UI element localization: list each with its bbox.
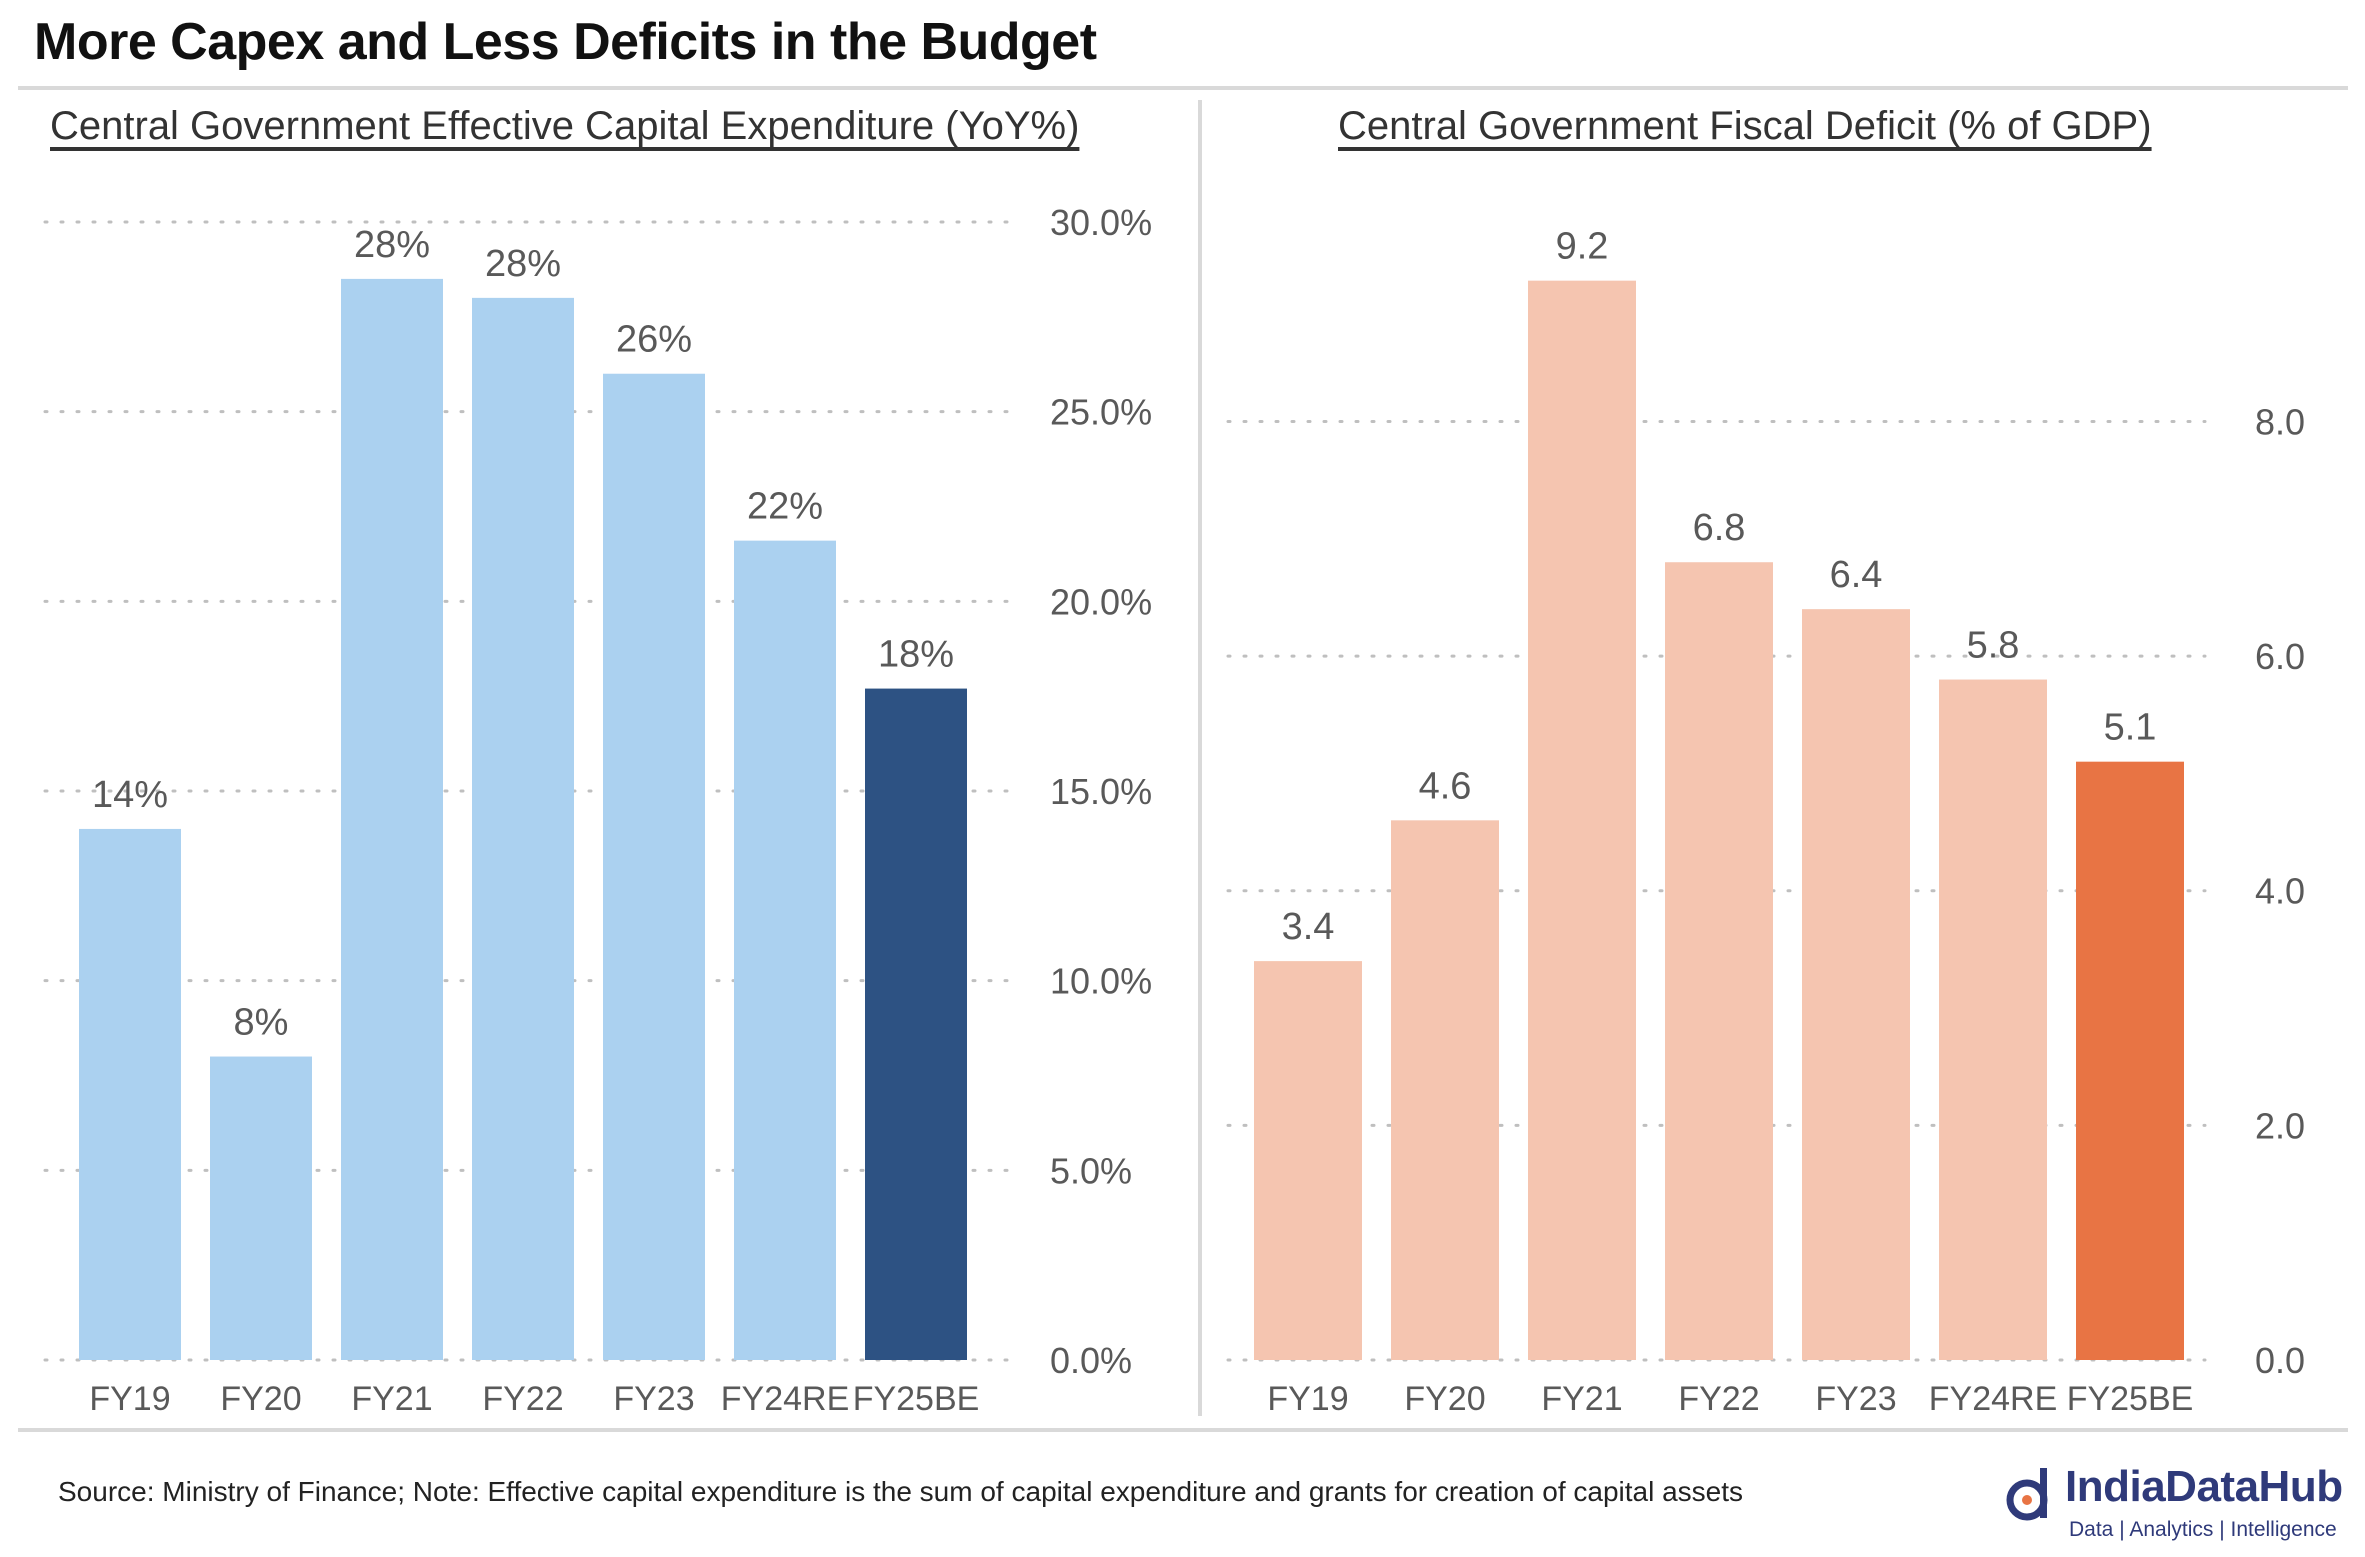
x-tick-label: FY20	[220, 1380, 301, 1418]
data-label: 28%	[485, 243, 561, 285]
y-tick-label: 2.0	[2255, 1105, 2305, 1146]
data-label: 22%	[747, 486, 823, 528]
x-tick-label: FY23	[613, 1380, 694, 1418]
x-tick-label: FY25BE	[2067, 1380, 2194, 1418]
bar-fy23	[1802, 609, 1910, 1360]
x-tick-label: FY22	[482, 1380, 563, 1418]
y-tick-label: 8.0	[2255, 401, 2305, 442]
deficit-chart-title: Central Government Fiscal Deficit (% of …	[1338, 104, 2152, 148]
bar-fy25be	[2076, 761, 2184, 1360]
bar-fy22	[472, 297, 574, 1360]
x-tick-label: FY24RE	[1929, 1380, 2058, 1418]
x-tick-label: FY24RE	[721, 1380, 850, 1418]
bar-fy22	[1665, 562, 1773, 1360]
bar-fy19	[79, 828, 181, 1360]
x-tick-label: FY21	[1541, 1380, 1622, 1418]
bar-fy21	[341, 278, 443, 1360]
page-title: More Capex and Less Deficits in the Budg…	[34, 13, 1097, 71]
data-label: 8%	[234, 1002, 289, 1044]
bar-fy19	[1254, 961, 1362, 1360]
indiadatahub-logo: IndiaDataHub Data | Analytics | Intellig…	[2003, 1462, 2343, 1542]
y-tick-label: 10.0%	[1050, 961, 1152, 1002]
capex-chart: 0.0% 5.0% 10.0% 15.0% 20.0% 25.0% 30.0% 14% FY19…	[43, 202, 1152, 1418]
data-label: 14%	[92, 774, 168, 816]
y-tick-label: 0.0	[2255, 1340, 2305, 1381]
bar-fy20	[210, 1056, 312, 1360]
logo-tagline: Data | Analytics | Intelligence	[2069, 1518, 2337, 1541]
data-label: 26%	[616, 319, 692, 361]
x-tick-label: FY20	[1404, 1380, 1485, 1418]
data-label: 9.2	[1556, 226, 1609, 268]
data-label: 3.4	[1282, 906, 1335, 948]
title-divider	[18, 86, 2348, 90]
data-label: 28%	[354, 224, 430, 266]
panel-divider	[1198, 100, 1202, 1416]
y-tick-label: 5.0%	[1050, 1150, 1132, 1191]
footer-divider	[18, 1428, 2348, 1432]
x-tick-label: FY19	[1267, 1380, 1348, 1418]
x-tick-label: FY22	[1678, 1380, 1759, 1418]
data-label: 6.4	[1830, 554, 1883, 596]
x-tick-label: FY21	[351, 1380, 432, 1418]
y-tick-label: 4.0	[2255, 871, 2305, 912]
x-tick-label: FY23	[1815, 1380, 1896, 1418]
x-tick-label: FY19	[89, 1380, 170, 1418]
data-label: 6.8	[1693, 507, 1746, 549]
data-label: 5.1	[2104, 707, 2157, 749]
capex-chart-title: Central Government Effective Capital Exp…	[50, 104, 1080, 148]
data-label: 18%	[878, 634, 954, 676]
deficit-chart: 0.0 2.0 4.0 6.0 8.0 3.4 FY19 4.6 FY20 9.2 FY21 6.8 F…	[1226, 226, 2305, 1418]
bar-fy23	[603, 373, 705, 1360]
bar-fy24re	[734, 540, 836, 1360]
bar-fy20	[1391, 820, 1499, 1360]
y-tick-label: 30.0%	[1050, 202, 1152, 243]
y-tick-label: 6.0	[2255, 636, 2305, 677]
logo-name: IndiaDataHub	[2065, 1462, 2343, 1511]
x-tick-label: FY25BE	[853, 1380, 980, 1418]
data-label: 4.6	[1419, 765, 1472, 807]
source-note: Source: Ministry of Finance; Note: Effec…	[58, 1476, 1744, 1507]
y-tick-label: 15.0%	[1050, 771, 1152, 812]
bar-fy25be	[865, 688, 967, 1360]
bar-fy21	[1528, 280, 1636, 1360]
logo-icon	[2006, 1468, 2048, 1521]
y-tick-label: 25.0%	[1050, 392, 1152, 433]
y-tick-label: 0.0%	[1050, 1340, 1132, 1381]
data-label: 5.8	[1967, 625, 2020, 667]
bar-fy24re	[1939, 679, 2047, 1360]
y-tick-label: 20.0%	[1050, 581, 1152, 622]
